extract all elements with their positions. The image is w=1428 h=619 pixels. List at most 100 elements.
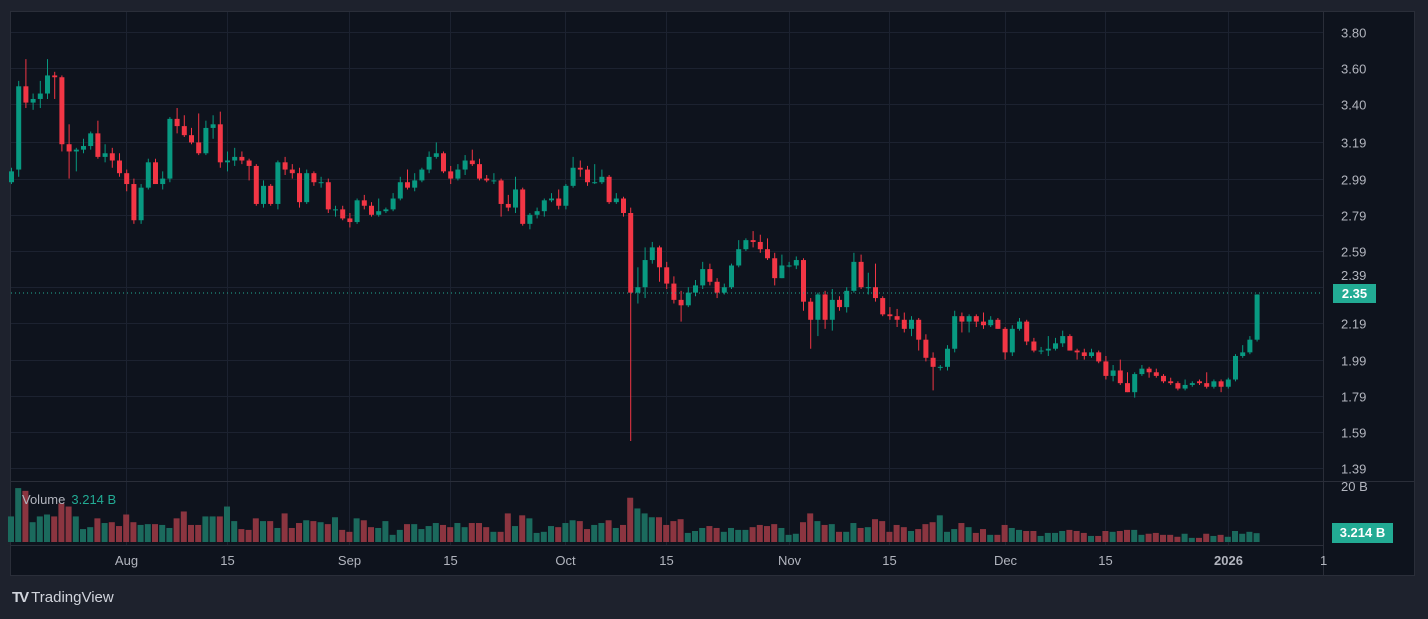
candle[interactable]	[621, 196, 626, 217]
candle[interactable]	[160, 171, 166, 190]
candle[interactable]	[1038, 346, 1044, 355]
candle[interactable]	[203, 120, 209, 156]
candle[interactable]	[462, 155, 468, 175]
candle[interactable]	[333, 205, 338, 217]
candle[interactable]	[549, 193, 554, 203]
candle[interactable]	[189, 127, 194, 145]
candle[interactable]	[894, 308, 900, 328]
candle[interactable]	[174, 108, 180, 134]
candle[interactable]	[613, 193, 619, 204]
candle[interactable]	[102, 144, 108, 163]
candle[interactable]	[1168, 377, 1174, 385]
candle[interactable]	[9, 167, 14, 185]
candle[interactable]	[628, 207, 634, 442]
candle[interactable]	[1211, 379, 1217, 389]
candle[interactable]	[131, 178, 137, 224]
candle[interactable]	[318, 176, 324, 188]
candle[interactable]	[405, 169, 410, 190]
candle[interactable]	[325, 178, 331, 213]
candle[interactable]	[1096, 350, 1102, 364]
candle[interactable]	[268, 184, 274, 206]
candle[interactable]	[347, 212, 353, 228]
candle[interactable]	[750, 231, 756, 248]
candle[interactable]	[815, 292, 821, 337]
candle[interactable]	[851, 252, 857, 293]
candle[interactable]	[657, 245, 662, 282]
candle[interactable]	[23, 59, 29, 109]
candle[interactable]	[232, 147, 238, 166]
volume-legend[interactable]: Volume 3.214 B	[22, 492, 116, 507]
candle[interactable]	[225, 151, 230, 172]
candle[interactable]	[1240, 345, 1246, 358]
candle[interactable]	[858, 254, 864, 290]
candle[interactable]	[477, 158, 482, 181]
candle[interactable]	[995, 317, 1001, 329]
candle[interactable]	[1218, 379, 1224, 393]
candle[interactable]	[1161, 374, 1166, 384]
candle[interactable]	[837, 296, 842, 311]
candle[interactable]	[1103, 355, 1109, 380]
candle[interactable]	[1247, 336, 1253, 355]
candle[interactable]	[801, 258, 806, 311]
candle[interactable]	[808, 298, 814, 349]
candle[interactable]	[30, 93, 36, 110]
candle[interactable]	[822, 290, 828, 329]
candle[interactable]	[390, 193, 396, 212]
candle[interactable]	[81, 138, 86, 154]
candle[interactable]	[1060, 330, 1066, 347]
candle[interactable]	[253, 164, 259, 206]
candle[interactable]	[153, 158, 158, 185]
candle[interactable]	[484, 174, 490, 183]
candle[interactable]	[448, 165, 454, 185]
candle[interactable]	[340, 205, 346, 221]
candle[interactable]	[412, 173, 418, 192]
candle[interactable]	[45, 59, 50, 99]
candle[interactable]	[606, 174, 612, 204]
candle[interactable]	[635, 267, 641, 304]
candle[interactable]	[1053, 337, 1058, 351]
candle[interactable]	[117, 153, 122, 177]
candle[interactable]	[829, 289, 835, 331]
candle[interactable]	[311, 171, 317, 186]
candle[interactable]	[369, 202, 374, 217]
candle[interactable]	[520, 187, 526, 226]
candle[interactable]	[736, 240, 742, 268]
candle[interactable]	[880, 296, 886, 317]
candle[interactable]	[1024, 319, 1030, 346]
candle[interactable]	[361, 194, 367, 210]
candle[interactable]	[289, 164, 295, 179]
candle[interactable]	[297, 167, 302, 208]
candle[interactable]	[261, 180, 266, 208]
candle[interactable]	[1197, 379, 1202, 385]
candle[interactable]	[217, 111, 223, 168]
candle[interactable]	[1117, 359, 1123, 385]
candle[interactable]	[793, 256, 799, 270]
candle[interactable]	[757, 234, 763, 253]
candle[interactable]	[95, 120, 101, 159]
candle[interactable]	[52, 71, 58, 99]
candle[interactable]	[772, 252, 778, 286]
candle[interactable]	[541, 198, 547, 217]
candle[interactable]	[916, 317, 922, 351]
candle[interactable]	[469, 149, 475, 166]
candle[interactable]	[765, 238, 770, 261]
candle[interactable]	[570, 156, 576, 188]
candle[interactable]	[426, 151, 432, 174]
candle[interactable]	[1125, 372, 1130, 393]
candle[interactable]	[786, 261, 792, 268]
candle[interactable]	[534, 207, 540, 219]
candle[interactable]	[73, 147, 79, 172]
candle[interactable]	[959, 312, 965, 333]
candle[interactable]	[678, 290, 684, 322]
candle[interactable]	[304, 169, 310, 204]
candle[interactable]	[707, 263, 713, 286]
candle[interactable]	[491, 173, 497, 185]
candle[interactable]	[1089, 348, 1094, 358]
candle[interactable]	[1233, 354, 1238, 382]
candle[interactable]	[1146, 366, 1152, 378]
candle[interactable]	[1045, 336, 1051, 356]
candle[interactable]	[138, 184, 144, 224]
candle[interactable]	[246, 158, 252, 181]
candle[interactable]	[37, 80, 43, 109]
